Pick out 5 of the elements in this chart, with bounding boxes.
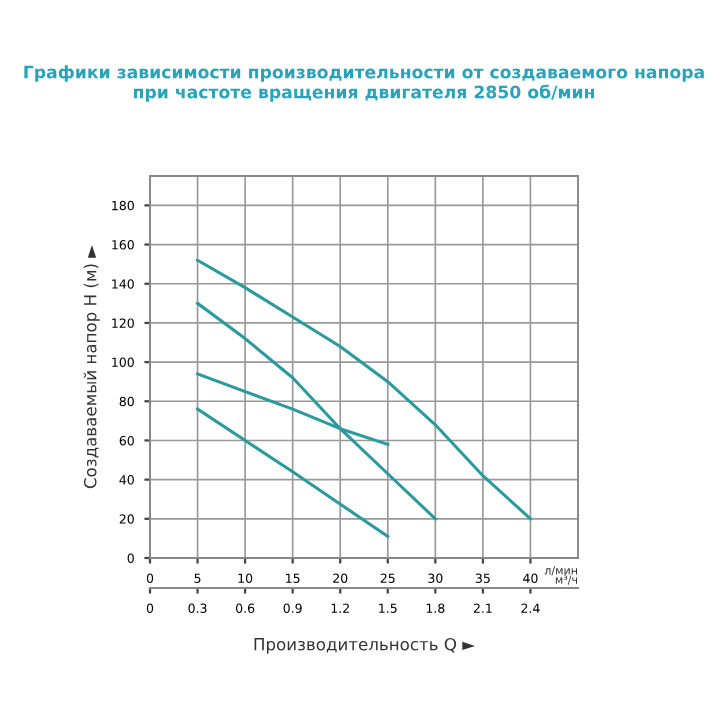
x-axis-title: Производительность Q ►	[254, 637, 476, 654]
chart-title: Графики зависимости производительности от создаваемого напора при частоте вращения двигателя 2850 об/мин	[24, 65, 704, 102]
line-series	[196, 301, 437, 521]
line-series	[196, 258, 532, 521]
y-axis-title: Создаваемый напор H (м) ►	[83, 244, 100, 489]
